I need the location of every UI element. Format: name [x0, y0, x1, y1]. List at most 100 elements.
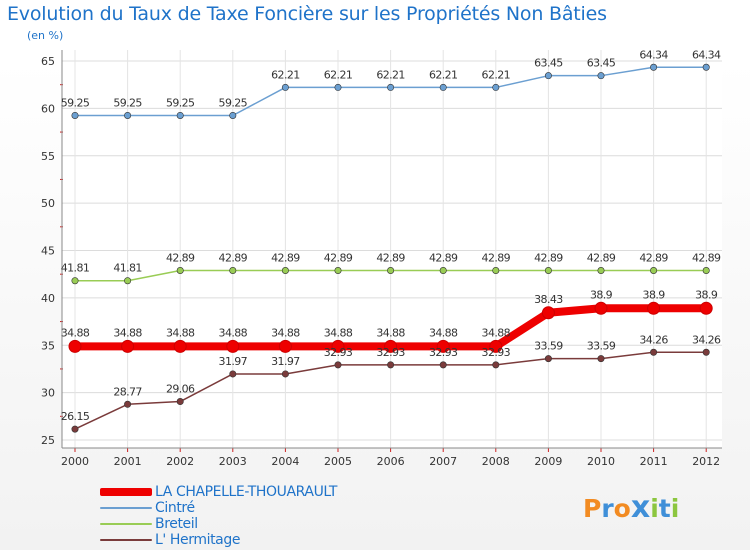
logo-letter: x	[630, 490, 651, 525]
series-0-point	[647, 301, 661, 315]
series-2-data-label: 42.89	[482, 251, 511, 264]
series-2-data-label: 42.89	[166, 251, 195, 264]
series-0-data-label: 38.9	[590, 288, 613, 301]
series-0-data-label: 34.88	[166, 326, 195, 339]
x-tick-label: 2003	[219, 455, 247, 468]
series-0-point	[699, 301, 713, 315]
series-2-point	[176, 266, 184, 274]
series-3-point	[281, 370, 289, 378]
series-3-point	[334, 361, 342, 369]
series-2-point	[492, 266, 500, 274]
series-0-point	[226, 339, 240, 353]
series-2-data-label: 42.89	[219, 251, 248, 264]
y-tick-label: 45	[41, 245, 55, 258]
series-0-data-label: 34.88	[219, 326, 248, 339]
legend-label: Breteil	[155, 516, 198, 532]
series-0-data-label: 34.88	[429, 326, 458, 339]
series-2-data-label: 41.81	[61, 262, 90, 275]
logo-letter: P	[583, 494, 602, 523]
series-3-data-label: 26.15	[61, 410, 90, 423]
y-tick-label: 30	[41, 387, 55, 400]
series-0-point	[541, 306, 555, 320]
logo-letter: o	[613, 494, 631, 523]
series-1-point	[387, 83, 395, 91]
x-tick-label: 2002	[166, 455, 194, 468]
y-tick-label: 40	[41, 292, 55, 305]
series-1-data-label: 59.25	[219, 96, 248, 109]
series-3-point	[650, 348, 658, 356]
series-0-data-label: 34.88	[61, 326, 90, 339]
series-2-point	[544, 266, 552, 274]
series-1-data-label: 62.21	[324, 68, 353, 81]
series-3-point	[492, 361, 500, 369]
y-tick-label: 60	[41, 102, 55, 115]
series-0-point	[594, 301, 608, 315]
series-2-point	[439, 266, 447, 274]
series-3-data-label: 33.59	[587, 340, 616, 353]
x-tick-label: 2005	[324, 455, 352, 468]
series-1-data-label: 59.25	[61, 96, 90, 109]
series-1-data-label: 64.34	[639, 48, 668, 61]
series-1-data-label: 62.21	[271, 68, 300, 81]
series-1-point	[281, 83, 289, 91]
series-3-data-label: 32.93	[429, 346, 458, 359]
series-2-data-label: 42.89	[692, 251, 721, 264]
y-tick-label: 25	[41, 434, 55, 447]
series-0-data-label: 38.9	[643, 288, 666, 301]
legend-label: LA CHAPELLE-THOUARAULT	[155, 484, 338, 500]
series-1-data-label: 59.25	[166, 96, 195, 109]
series-2-point	[387, 266, 395, 274]
x-tick-label: 2001	[114, 455, 142, 468]
legend-swatch	[100, 523, 152, 525]
series-1-data-label: 63.45	[587, 57, 616, 70]
series-2-data-label: 42.89	[429, 251, 458, 264]
series-1-point	[439, 83, 447, 91]
series-2-point	[124, 277, 132, 285]
series-0-data-label: 34.88	[113, 326, 142, 339]
series-3-data-label: 31.97	[219, 355, 248, 368]
series-2-point	[650, 266, 658, 274]
series-1-point	[124, 111, 132, 119]
legend-swatch	[100, 539, 152, 541]
series-3-point	[387, 361, 395, 369]
series-0-data-label: 38.9	[695, 288, 718, 301]
series-0-point	[436, 339, 450, 353]
y-tick-label: 50	[41, 197, 55, 210]
series-2-data-label: 42.89	[376, 251, 405, 264]
series-3-data-label: 31.97	[271, 355, 300, 368]
series-3-point	[544, 355, 552, 363]
series-2-data-label: 41.81	[113, 262, 142, 275]
series-0-point	[489, 339, 503, 353]
series-1-data-label: 62.21	[376, 68, 405, 81]
series-1-data-label: 59.25	[113, 96, 142, 109]
logo-letter: i	[650, 494, 659, 523]
y-tick-label: 35	[41, 339, 55, 352]
series-3-point	[71, 425, 79, 433]
chart-title: Evolution du Taux de Taxe Foncière sur l…	[7, 3, 607, 25]
series-1-data-label: 62.21	[482, 68, 511, 81]
series-1-point	[597, 72, 605, 80]
series-1-point	[544, 72, 552, 80]
series-3-data-label: 32.93	[376, 346, 405, 359]
series-3-point	[597, 355, 605, 363]
y-tick-label: 65	[41, 55, 55, 68]
series-0-data-label: 34.88	[482, 326, 511, 339]
series-0-data-label: 34.88	[376, 326, 405, 339]
series-0-point	[121, 339, 135, 353]
series-1-point	[229, 111, 237, 119]
x-tick-label: 2009	[534, 455, 562, 468]
plot-area	[62, 50, 722, 448]
y-tick-label: 55	[41, 150, 55, 163]
x-tick-label: 2011	[640, 455, 668, 468]
logo-letter: i	[670, 494, 680, 523]
series-2-point	[702, 266, 710, 274]
legend-swatch	[100, 507, 152, 509]
series-1-data-label: 64.34	[692, 48, 721, 61]
legend-label: Cintré	[155, 500, 195, 516]
series-0-point	[278, 339, 292, 353]
series-0-point	[68, 339, 82, 353]
series-3-point	[439, 361, 447, 369]
series-3-data-label: 34.26	[639, 333, 668, 346]
series-2-point	[229, 266, 237, 274]
